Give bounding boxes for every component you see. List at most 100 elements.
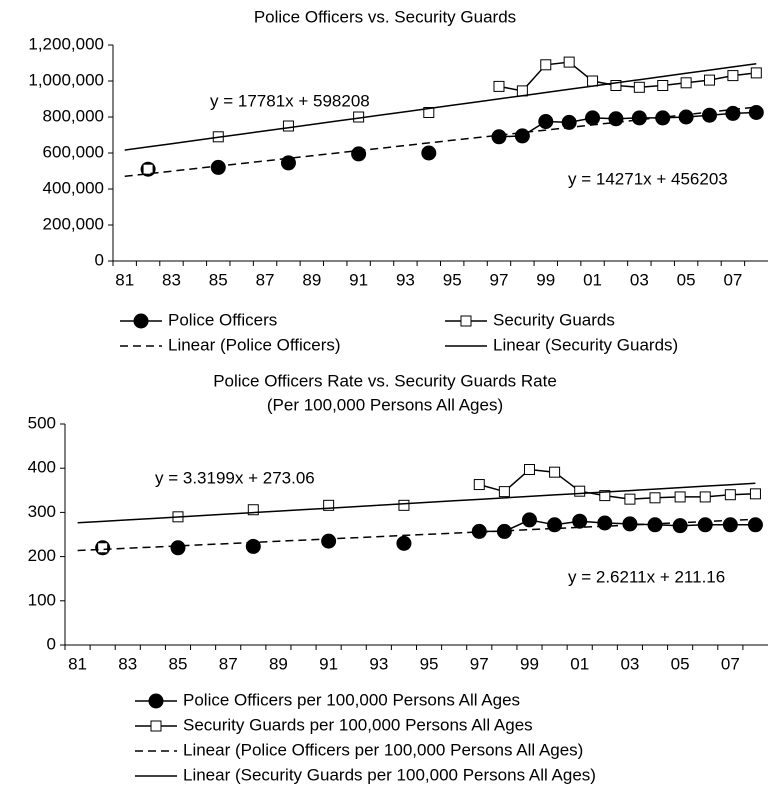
data-point bbox=[724, 489, 736, 501]
y-tick-label: 1,200,000 bbox=[28, 34, 104, 53]
legend-marker bbox=[150, 720, 162, 732]
y-tick-label: 200 bbox=[28, 546, 56, 565]
data-point bbox=[498, 486, 510, 498]
trend-line bbox=[77, 482, 756, 524]
x-tick-label: 95 bbox=[420, 654, 439, 673]
data-point bbox=[649, 492, 661, 504]
data-point bbox=[563, 56, 575, 68]
data-point bbox=[699, 491, 711, 503]
legend-label: Linear (Police Officers) bbox=[168, 335, 341, 354]
x-tick-label: 05 bbox=[677, 270, 696, 289]
data-point bbox=[561, 114, 577, 130]
x-tick-label: 87 bbox=[256, 270, 275, 289]
y-tick-label: 0 bbox=[95, 250, 104, 269]
data-point bbox=[704, 74, 716, 86]
x-tick-label: 91 bbox=[349, 270, 368, 289]
y-tick-label: 500 bbox=[28, 413, 56, 432]
data-point bbox=[608, 111, 624, 127]
data-point bbox=[749, 488, 761, 500]
data-point bbox=[398, 499, 410, 511]
y-tick-label: 1,000,000 bbox=[28, 70, 104, 89]
data-point bbox=[321, 533, 337, 549]
legend-label: Linear (Security Guards) bbox=[493, 335, 678, 354]
data-point bbox=[516, 85, 528, 97]
data-point bbox=[678, 109, 694, 125]
data-point bbox=[473, 479, 485, 491]
x-tick-label: 05 bbox=[671, 654, 690, 673]
data-point bbox=[423, 107, 435, 118]
data-point bbox=[725, 105, 741, 121]
series-line bbox=[479, 468, 756, 500]
x-tick-label: 03 bbox=[620, 654, 639, 673]
x-tick-label: 83 bbox=[162, 270, 181, 289]
data-point bbox=[747, 517, 763, 533]
x-tick-label: 01 bbox=[583, 270, 602, 289]
data-point bbox=[323, 499, 335, 511]
data-point bbox=[697, 517, 713, 533]
x-tick-label: 81 bbox=[68, 654, 87, 673]
data-point bbox=[547, 517, 563, 533]
x-tick-label: 01 bbox=[570, 654, 589, 673]
x-tick-label: 89 bbox=[269, 654, 288, 673]
chart-title: Police Officers vs. Security Guards bbox=[254, 7, 516, 26]
x-tick-label: 83 bbox=[118, 654, 137, 673]
data-point bbox=[610, 80, 622, 91]
series-line bbox=[498, 111, 757, 138]
data-point bbox=[210, 159, 226, 175]
data-point bbox=[142, 163, 154, 175]
data-point bbox=[540, 59, 552, 71]
data-point bbox=[97, 542, 109, 554]
data-point bbox=[585, 110, 601, 126]
data-point bbox=[748, 105, 764, 120]
legend-marker bbox=[460, 315, 472, 327]
data-point bbox=[622, 516, 638, 532]
series-line bbox=[498, 61, 757, 92]
y-tick-label: 600,000 bbox=[43, 142, 104, 161]
data-point bbox=[672, 518, 688, 534]
data-point bbox=[170, 540, 186, 556]
x-tick-label: 99 bbox=[520, 654, 539, 673]
data-point bbox=[574, 485, 586, 497]
data-point bbox=[396, 535, 412, 551]
data-point bbox=[514, 128, 530, 144]
legend-label: Police Officers per 100,000 Persons All … bbox=[183, 690, 520, 709]
data-point bbox=[702, 107, 718, 123]
data-point bbox=[351, 146, 367, 162]
data-point bbox=[421, 145, 437, 161]
chart-subtitle: (Per 100,000 Persons All Ages) bbox=[267, 395, 503, 414]
x-tick-label: 85 bbox=[209, 270, 228, 289]
data-point bbox=[549, 466, 561, 478]
legend-marker bbox=[133, 313, 149, 329]
chart-title: Police Officers Rate vs. Security Guards… bbox=[213, 371, 557, 390]
data-point bbox=[587, 75, 599, 87]
trend-equation: y = 17781x + 598208 bbox=[210, 91, 370, 110]
data-point bbox=[680, 77, 692, 89]
data-point bbox=[657, 80, 669, 91]
legend-label: Police Officers bbox=[168, 310, 277, 329]
legend-label: Linear (Security Guards per 100,000 Pers… bbox=[183, 765, 596, 784]
x-tick-label: 81 bbox=[115, 270, 134, 289]
x-tick-label: 93 bbox=[396, 270, 415, 289]
data-point bbox=[572, 513, 588, 529]
y-tick-label: 800,000 bbox=[43, 106, 104, 125]
data-point bbox=[247, 504, 259, 516]
x-tick-label: 99 bbox=[536, 270, 555, 289]
data-point bbox=[282, 120, 294, 132]
legend-label: Security Guards per 100,000 Persons All … bbox=[183, 715, 533, 734]
data-point bbox=[624, 493, 636, 505]
trend-line bbox=[124, 106, 757, 178]
x-tick-label: 07 bbox=[721, 654, 740, 673]
x-tick-label: 97 bbox=[490, 270, 509, 289]
data-point bbox=[523, 464, 535, 476]
data-point bbox=[633, 81, 645, 93]
legend-label: Linear (Police Officers per 100,000 Pers… bbox=[183, 740, 583, 759]
x-tick-label: 97 bbox=[470, 654, 489, 673]
data-point bbox=[521, 512, 537, 528]
y-tick-label: 300 bbox=[28, 502, 56, 521]
data-point bbox=[750, 67, 762, 79]
trend-equation: y = 3.3199x + 273.06 bbox=[155, 468, 315, 487]
legend-marker bbox=[148, 693, 164, 709]
x-tick-label: 91 bbox=[319, 654, 338, 673]
data-point bbox=[245, 538, 261, 554]
